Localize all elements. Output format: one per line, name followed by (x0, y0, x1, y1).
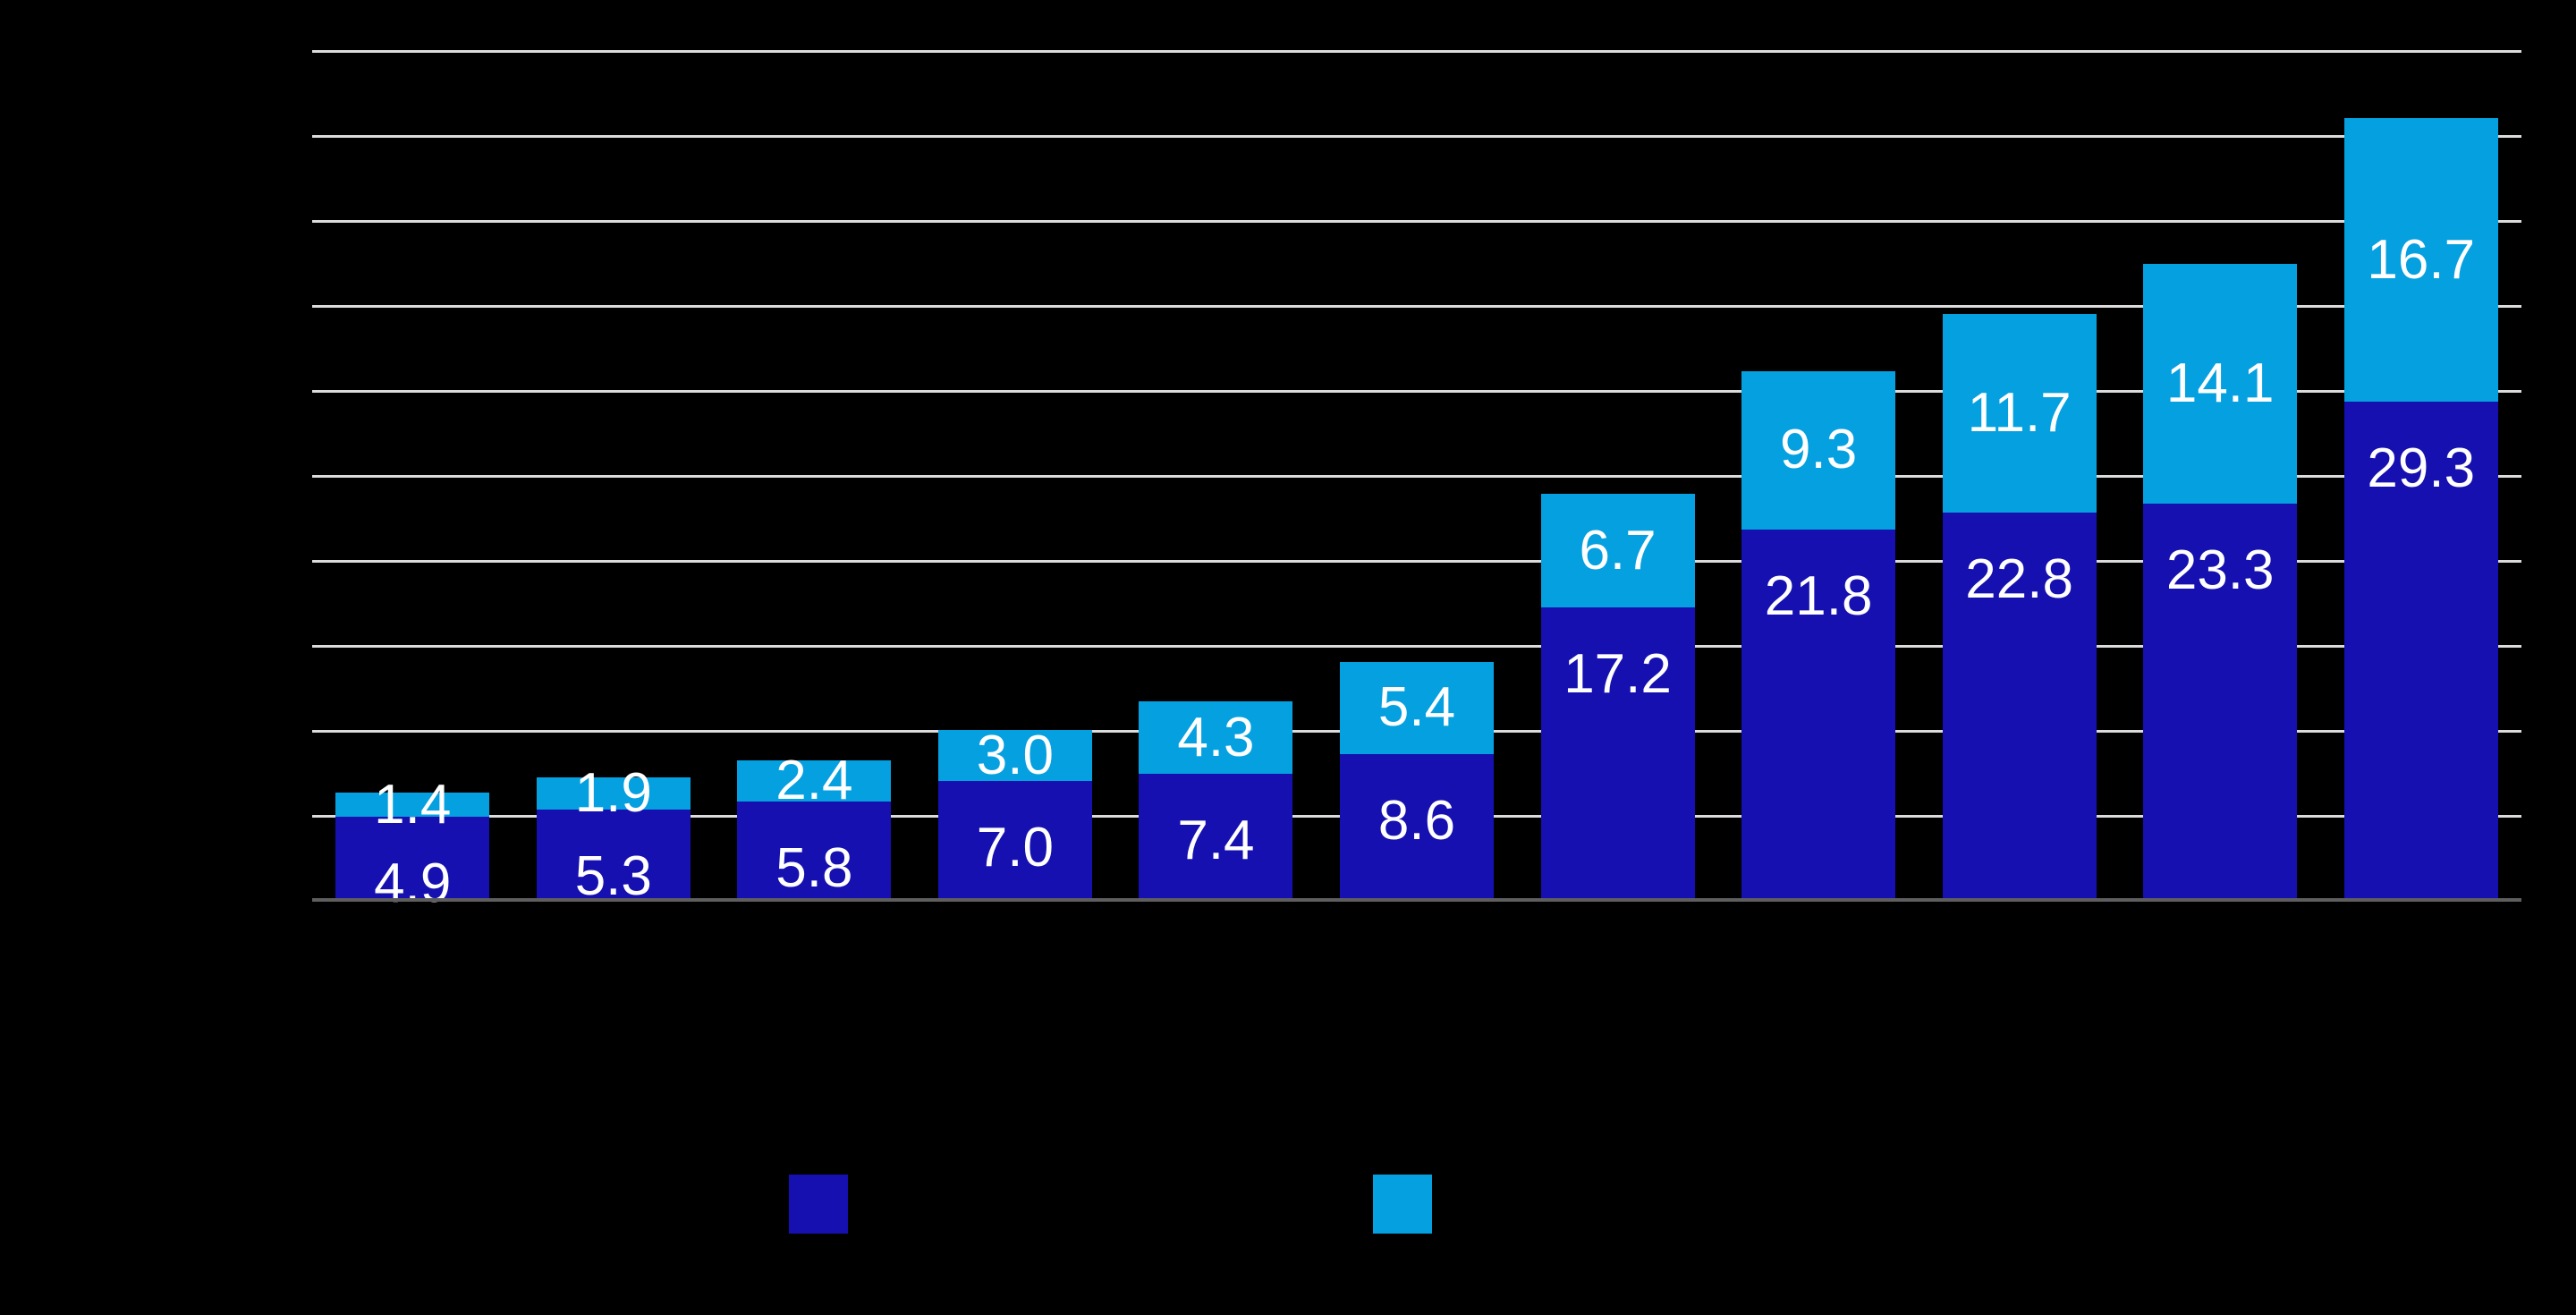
bar-value-label: 16.7 (2367, 228, 2476, 291)
bar-value-label: 3.0 (976, 724, 1054, 786)
bar-value-label: 22.8 (1965, 547, 2073, 610)
bar-category-cell: 14.1 23.3 (2120, 264, 2321, 900)
bar-value-label: 17.2 (1563, 643, 1672, 706)
bar-segment-dark-blue: 23.3 (2143, 504, 2298, 900)
bar-segment-light-blue: 5.4 (1340, 662, 1494, 754)
bar-value-label: 11.7 (1967, 381, 2072, 444)
bar-group: 11.7 22.8 (1942, 313, 2097, 900)
bar-segment-dark-blue: 5.8 (737, 801, 892, 900)
gridline (312, 475, 2521, 478)
bar-group: 1.4 4.9 (335, 776, 490, 911)
legend-swatch-light-blue-key (1373, 1175, 1432, 1234)
bar-segment-dark-blue: 29.3 (2343, 402, 2498, 900)
legend-swatch-dark-blue-key (789, 1175, 848, 1234)
bar-value-label: 8.6 (1377, 789, 1456, 852)
bar-value-label: 23.3 (2165, 539, 2275, 602)
bar-value-label: 6.7 (1579, 519, 1657, 581)
bar-value-label: 5.3 (574, 845, 652, 908)
bar-group: 14.1 23.3 (2143, 264, 2298, 900)
bar-value-label: 7.4 (1177, 810, 1255, 872)
bar-segment-dark-blue: 21.8 (1741, 529, 1896, 900)
bar-value-label: 21.8 (1764, 564, 1873, 627)
bar-group: 2.4 5.8 (737, 753, 892, 900)
bar-segment-dark-blue: 5.3 (536, 810, 691, 904)
bar-segment-light-blue: 4.3 (1139, 700, 1293, 775)
bar-group: 3.0 7.0 (937, 724, 1092, 900)
chart-legend (0, 1175, 2576, 1234)
gridline (312, 305, 2521, 308)
gridline (312, 220, 2521, 223)
bar-category-cell: 11.7 22.8 (1919, 313, 2120, 900)
gridline (312, 560, 2521, 563)
bar-value-label: 9.3 (1779, 419, 1858, 481)
bar-category-cell: 5.4 8.6 (1317, 662, 1518, 900)
bar-category-cell: 16.7 29.3 (2320, 118, 2521, 900)
bar-segment-dark-blue: 8.6 (1340, 753, 1494, 900)
bar-category-cell: 1.9 5.3 (513, 766, 715, 904)
plot-area: 1.4 4.9 1.9 5.3 2.4 5.8 3.0 7.0 4.3 7.4 5.4 8.6 6.7 1… (312, 50, 2521, 911)
bar-group: 1.9 5.3 (536, 766, 691, 904)
bar-segment-light-blue: 1.9 (536, 766, 691, 821)
bar-category-cell: 3.0 7.0 (915, 724, 1116, 900)
bar-category-cell: 1.4 4.9 (312, 776, 513, 911)
bar-segment-dark-blue: 22.8 (1942, 512, 2097, 900)
bar-group: 5.4 8.6 (1340, 662, 1494, 900)
bar-segment-light-blue: 11.7 (1942, 313, 2097, 513)
bar-segment-light-blue: 16.7 (2343, 118, 2498, 403)
bar-segment-light-blue: 2.4 (737, 753, 892, 809)
bar-value-label: 1.9 (574, 762, 652, 825)
bar-value-label: 2.4 (775, 750, 853, 812)
bar-group: 6.7 17.2 (1540, 493, 1695, 900)
bar-segment-dark-blue: 7.0 (937, 781, 1092, 900)
bar-category-cell: 2.4 5.8 (714, 753, 915, 900)
bar-group: 9.3 21.8 (1741, 371, 1896, 900)
bar-category-cell: 6.7 17.2 (1517, 493, 1718, 900)
bar-segment-light-blue: 3.0 (937, 724, 1092, 786)
gridline (312, 645, 2521, 648)
bar-value-label: 7.0 (976, 817, 1054, 878)
gridline (312, 135, 2521, 138)
bar-segment-dark-blue: 17.2 (1540, 607, 1695, 900)
x-axis-line (312, 898, 2521, 902)
bar-value-label: 1.4 (374, 773, 452, 836)
bar-segment-dark-blue: 7.4 (1139, 774, 1293, 900)
bar-value-label: 14.1 (2165, 352, 2275, 415)
bar-segment-light-blue: 9.3 (1741, 371, 1896, 530)
gridline (312, 390, 2521, 393)
bar-category-cell: 9.3 21.8 (1718, 371, 1919, 900)
bar-category-cell: 4.3 7.4 (1115, 700, 1317, 900)
bars-container: 1.4 4.9 1.9 5.3 2.4 5.8 3.0 7.0 4.3 7.4 5.4 8.6 6.7 1… (312, 50, 2521, 911)
bar-segment-light-blue: 1.4 (335, 776, 490, 832)
bar-value-label: 5.8 (775, 836, 853, 899)
bar-value-label: 5.4 (1377, 676, 1456, 739)
gridline (312, 50, 2521, 53)
bar-group: 16.7 29.3 (2343, 118, 2498, 900)
bar-group: 4.3 7.4 (1139, 700, 1293, 900)
bar-value-label: 29.3 (2367, 437, 2476, 500)
bar-segment-light-blue: 14.1 (2143, 264, 2298, 505)
bar-segment-light-blue: 6.7 (1540, 493, 1695, 608)
bar-value-label: 4.3 (1177, 706, 1255, 768)
bar-value-label: 4.9 (374, 852, 452, 914)
bar-segment-dark-blue: 4.9 (335, 816, 490, 911)
